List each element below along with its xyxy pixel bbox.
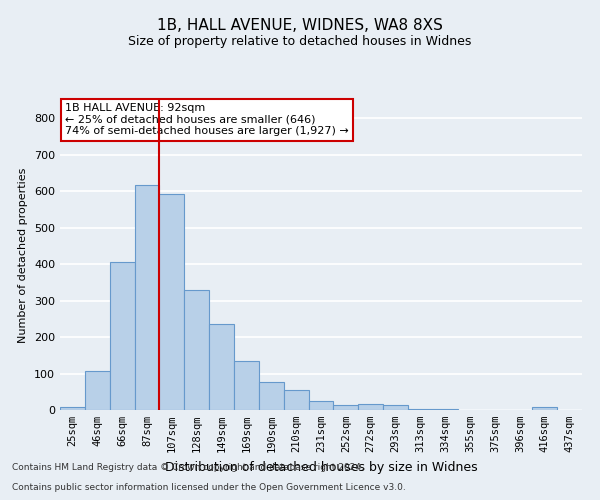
Text: Contains public sector information licensed under the Open Government Licence v3: Contains public sector information licen… — [12, 483, 406, 492]
Bar — [134, 185, 160, 410]
Bar — [308, 400, 334, 410]
X-axis label: Distribution of detached houses by size in Widnes: Distribution of detached houses by size … — [164, 460, 478, 473]
Bar — [234, 362, 259, 410]
Bar — [209, 324, 234, 410]
Text: 1B HALL AVENUE: 92sqm
← 25% of detached houses are smaller (646)
74% of semi-det: 1B HALL AVENUE: 92sqm ← 25% of detached … — [65, 103, 349, 136]
Bar — [358, 404, 383, 410]
Bar — [85, 371, 110, 410]
Text: Contains HM Land Registry data © Crown copyright and database right 2024.: Contains HM Land Registry data © Crown c… — [12, 463, 364, 472]
Bar — [532, 407, 557, 410]
Text: Size of property relative to detached houses in Widnes: Size of property relative to detached ho… — [128, 35, 472, 48]
Bar — [259, 382, 284, 410]
Bar — [184, 290, 209, 410]
Bar — [60, 408, 85, 410]
Bar — [284, 390, 308, 410]
Text: 1B, HALL AVENUE, WIDNES, WA8 8XS: 1B, HALL AVENUE, WIDNES, WA8 8XS — [157, 18, 443, 32]
Y-axis label: Number of detached properties: Number of detached properties — [19, 168, 28, 342]
Bar — [334, 406, 358, 410]
Bar — [160, 194, 184, 410]
Bar — [408, 408, 433, 410]
Bar — [383, 404, 408, 410]
Bar — [110, 262, 134, 410]
Bar — [433, 408, 458, 410]
